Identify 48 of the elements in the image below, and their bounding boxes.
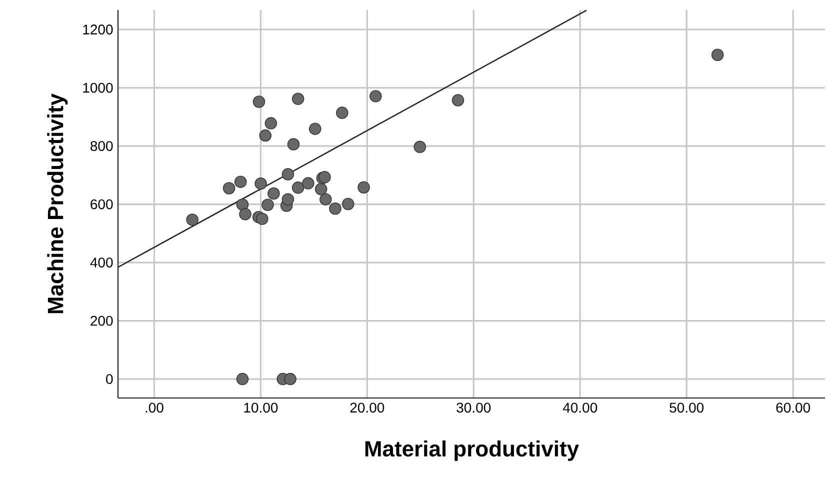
y-tick-label: 400	[90, 258, 113, 268]
x-tick-label: .00	[146, 402, 164, 413]
point	[287, 138, 300, 150]
x-tick-label: 20.00	[350, 402, 384, 413]
x-tick-label: 60.00	[776, 402, 810, 413]
point	[282, 168, 294, 180]
point	[282, 193, 294, 206]
point	[284, 372, 296, 386]
point	[336, 106, 348, 119]
point	[236, 372, 249, 386]
point	[239, 208, 252, 220]
point	[268, 187, 280, 200]
y-tick-label: 1200	[83, 24, 113, 34]
point	[314, 183, 328, 196]
point	[318, 171, 331, 184]
x-tick-label: 40.00	[562, 402, 598, 413]
point	[264, 117, 278, 130]
point	[254, 177, 267, 190]
point	[711, 48, 724, 61]
point	[186, 214, 198, 226]
point	[302, 177, 314, 190]
point	[308, 122, 322, 135]
point	[414, 140, 426, 154]
point	[370, 90, 382, 102]
y-axis-title: Machine Productivity	[47, 93, 68, 314]
y-tick-label: 600	[90, 199, 113, 210]
point	[262, 198, 274, 211]
x-tick-label: 50.00	[670, 402, 704, 413]
y-tick-label: 800	[90, 141, 113, 151]
point	[329, 202, 342, 215]
point	[256, 212, 268, 225]
point	[342, 198, 354, 210]
point	[252, 96, 266, 108]
point	[358, 181, 370, 194]
point	[320, 193, 332, 206]
y-tick-label: 200	[90, 316, 113, 326]
point	[234, 176, 247, 188]
point	[236, 198, 249, 211]
point	[292, 92, 304, 105]
point	[259, 129, 272, 142]
x-tick-label: 30.00	[456, 402, 491, 413]
point	[292, 182, 304, 194]
y-tick-label: 1000	[83, 82, 113, 93]
x-axis-title: Material productivity	[365, 440, 579, 461]
y-tick-label: 0	[106, 374, 113, 384]
point	[222, 182, 236, 194]
point	[452, 94, 464, 106]
x-tick-label: 10.00	[244, 402, 278, 413]
